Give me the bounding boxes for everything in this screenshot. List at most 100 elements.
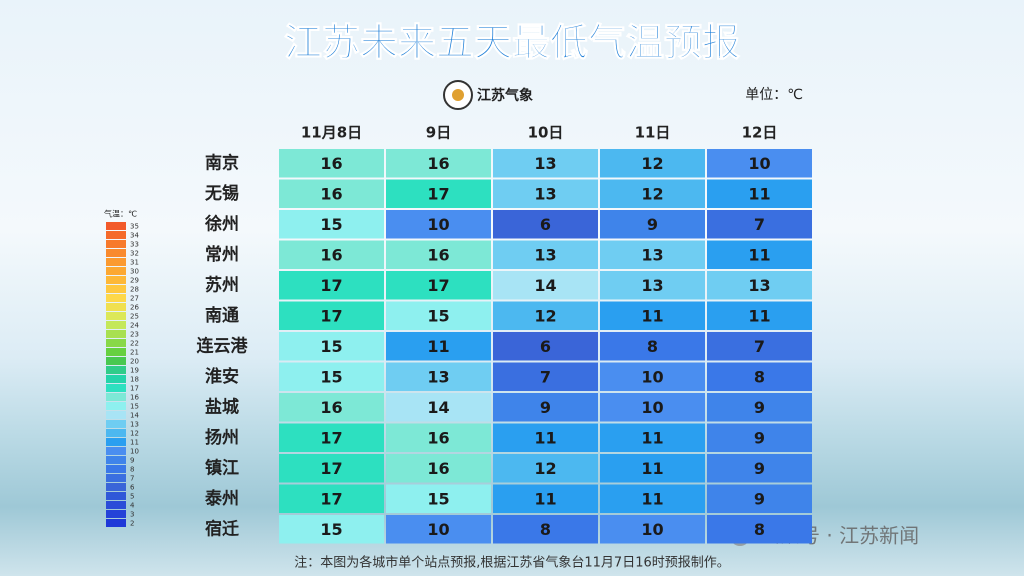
temp-cell [386,210,491,239]
temp-value: 8 [754,367,765,386]
temp-value: 16 [427,459,449,478]
temp-value: 13 [534,184,556,203]
legend-value: 22 [130,340,139,348]
temp-cell [707,423,812,452]
legend-swatch [106,357,126,365]
temp-cell [600,271,705,300]
temp-value: 13 [641,245,663,264]
temp-value: 9 [647,215,658,234]
temp-value: 16 [320,154,342,173]
temp-value: 17 [320,459,342,478]
legend-swatch [106,303,126,311]
legend-value: 32 [130,250,139,258]
temp-cell [279,240,384,269]
temp-cell [386,332,491,361]
temp-value: 16 [320,245,342,264]
temp-cell [600,179,705,208]
legend-swatch [106,285,126,293]
legend-value: 29 [130,277,139,285]
temp-value: 10 [427,520,449,539]
temp-cell [279,332,384,361]
city-label: 常州 [205,244,239,265]
legend-value: 16 [130,394,139,402]
temp-cell [600,332,705,361]
temp-value: 11 [748,306,770,325]
temp-cell [707,271,812,300]
legend-swatch [106,384,126,392]
legend-value: 8 [130,466,134,474]
temp-cell [493,179,598,208]
legend-swatch [106,249,126,257]
legend-swatch [106,348,126,356]
legend-swatch [106,330,126,338]
temp-value: 17 [427,276,449,295]
temp-value: 15 [320,215,342,234]
temp-value: 15 [320,367,342,386]
temp-cell [600,454,705,483]
temp-value: 11 [534,428,556,447]
temp-cell [707,362,812,391]
temp-value: 11 [748,184,770,203]
legend-swatch [106,420,126,428]
temp-cell [493,271,598,300]
legend-swatch [106,258,126,266]
legend-swatch [106,222,126,230]
temp-value: 11 [641,428,663,447]
temp-cell [386,454,491,483]
temp-cell [707,393,812,422]
temp-value: 16 [427,154,449,173]
temp-cell [386,484,491,513]
temp-value: 13 [534,154,556,173]
temp-value: 9 [754,428,765,447]
legend-value: 19 [130,367,139,375]
temp-value: 17 [427,184,449,203]
legend-swatch [106,510,126,518]
legend-swatch [106,294,126,302]
temp-value: 16 [427,245,449,264]
legend-value: 5 [130,493,134,501]
legend-swatch [106,483,126,491]
temp-value: 10 [641,398,663,417]
temp-cell [493,393,598,422]
temp-value: 17 [320,489,342,508]
legend-value: 9 [130,457,134,465]
legend-value: 6 [130,484,135,492]
temp-cell [279,515,384,544]
legend-swatch [106,456,126,464]
temp-cell [386,240,491,269]
temp-cell [386,362,491,391]
legend-swatch [106,501,126,509]
temp-cell [493,362,598,391]
temp-cell [600,210,705,239]
temp-value: 6 [540,215,551,234]
temp-cell [600,240,705,269]
temp-cell [493,332,598,361]
city-label: 镇江 [205,457,239,478]
note: 注：本图为各城市单个站点预报,根据江苏省气象台11月7日16时预报制作。 [294,555,730,571]
city-label: 无锡 [204,183,239,204]
city-label: 扬州 [205,427,239,448]
legend-label: 气温：℃ [104,209,137,219]
temp-cell [600,423,705,452]
temp-value: 10 [641,520,663,539]
temp-cell [707,515,812,544]
legend-swatch [106,429,126,437]
legend-swatch [106,465,126,473]
temp-cell [279,454,384,483]
legend-swatch [106,339,126,347]
temp-cell [386,271,491,300]
legend-value: 27 [130,295,139,303]
logo-text: 江苏气象 [477,87,533,104]
legend-value: 12 [130,430,139,438]
temp-value: 12 [534,459,556,478]
temp-value: 15 [320,337,342,356]
city-label: 盐城 [205,396,239,417]
legend-swatch [106,411,126,419]
legend-swatch [106,474,126,482]
legend-swatch [106,240,126,248]
temp-cell [386,301,491,330]
legend-value: 30 [130,268,139,276]
legend-value: 26 [130,304,139,312]
